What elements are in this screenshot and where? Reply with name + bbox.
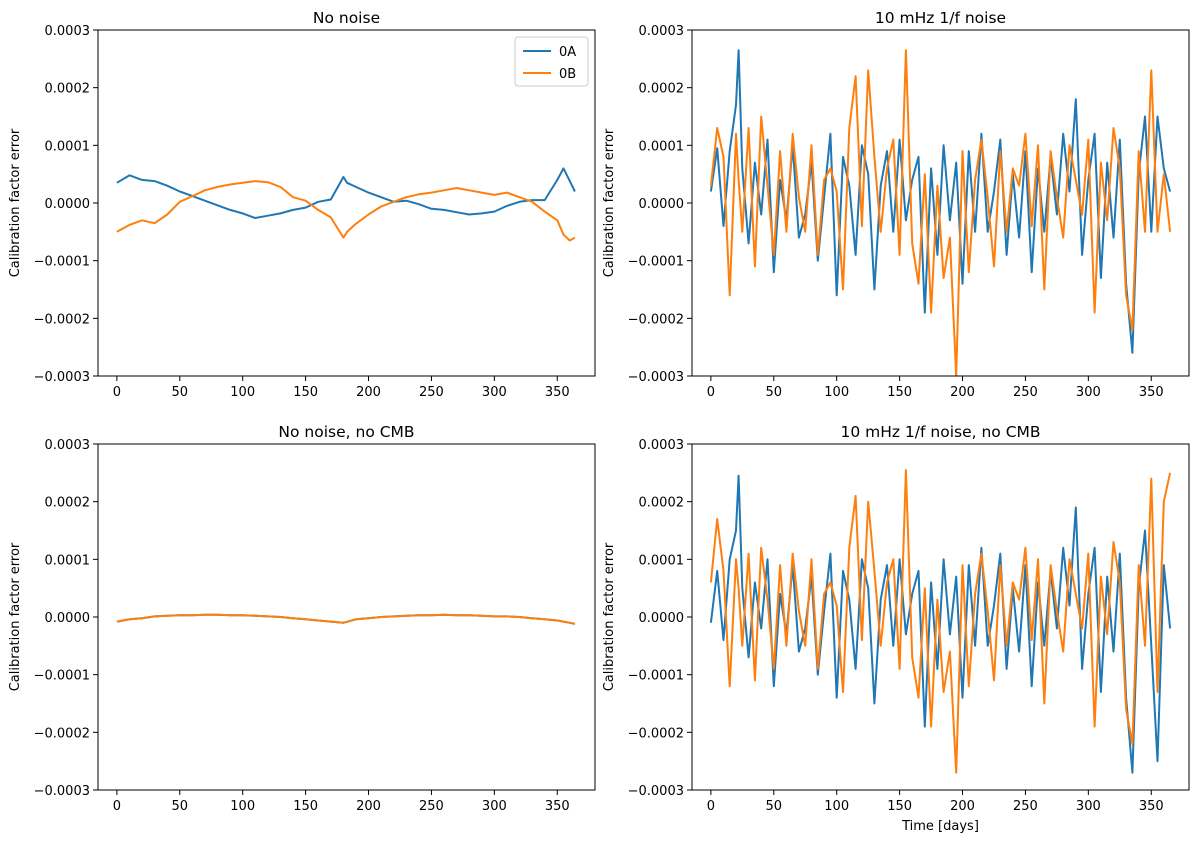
x-tick-label: 350 [1139, 385, 1164, 400]
x-tick-label: 100 [824, 385, 849, 400]
x-tick-label: 350 [545, 385, 570, 400]
y-tick-label: 0.0003 [639, 438, 685, 453]
y-tick-label: −0.0003 [34, 784, 90, 799]
series-line-0a [709, 474, 1172, 774]
x-tick-label: 250 [1013, 385, 1038, 400]
y-tick-label: −0.0003 [628, 784, 684, 799]
y-axis-label: Calibration factor error [8, 542, 23, 691]
y-tick-label: 0.0002 [45, 496, 91, 511]
chart-panel-2: 0 50 100 150 200 250 300 350 0.0003 0.0002 0.0001 0… [602, 9, 1190, 400]
x-tick-label: 100 [230, 799, 255, 814]
x-tick-label: 0 [113, 799, 121, 814]
x-tick-label: 150 [293, 385, 318, 400]
y-tick-label: 0.0000 [639, 611, 685, 626]
y-tick-label: −0.0002 [34, 312, 90, 327]
legend-label-0b: 0B [559, 67, 576, 82]
y-tick-label: 0.0001 [639, 553, 685, 568]
x-tick-label: 300 [482, 799, 507, 814]
y-axis-label: Calibration factor error [602, 542, 617, 691]
y-tick-label: 0.0001 [639, 139, 685, 154]
y-tick-label: 0.0002 [639, 82, 685, 97]
x-tick-label: 0 [113, 385, 121, 400]
y-tick-label: 0.0000 [45, 611, 91, 626]
y-tick-label: −0.0002 [628, 726, 684, 741]
series-line-0b [709, 49, 1172, 376]
series-line-0a [709, 49, 1172, 354]
x-tick-label: 200 [950, 799, 975, 814]
y-tick-label: 0.0001 [45, 553, 91, 568]
y-tick-label: 0.0000 [639, 197, 685, 212]
series-line-0b [116, 180, 576, 242]
x-tick-label: 350 [545, 799, 570, 814]
series-line-0b [709, 469, 1172, 774]
x-tick-label: 350 [1139, 799, 1164, 814]
chart-panel-1: 0 50 100 150 200 250 300 350 0.0003 0.0002 0.0001 0… [8, 9, 596, 400]
legend-box [514, 36, 589, 87]
x-tick-label: 150 [293, 799, 318, 814]
x-tick-label: 150 [887, 385, 912, 400]
chart-panel-3: 0 50 100 150 200 250 300 350 0.0003 0.0002 0.0001 0… [8, 423, 596, 814]
x-tick-label: 100 [824, 799, 849, 814]
y-axis-label: Calibration factor error [602, 128, 617, 277]
y-tick-label: −0.0001 [628, 669, 684, 684]
series-line-0b [116, 613, 576, 625]
x-tick-label: 300 [1076, 385, 1101, 400]
chart-title: No noise, no CMB [278, 423, 414, 441]
y-tick-label: 0.0002 [639, 496, 685, 511]
y-tick-label: −0.0002 [628, 312, 684, 327]
y-tick-label: −0.0001 [34, 669, 90, 684]
y-tick-label: −0.0003 [34, 370, 90, 385]
y-tick-label: 0.0003 [639, 24, 685, 39]
legend-label-0a: 0A [559, 45, 576, 60]
y-tick-label: −0.0003 [628, 370, 684, 385]
chart-title: 10 mHz 1/f noise, no CMB [840, 423, 1040, 441]
x-tick-label: 200 [950, 385, 975, 400]
y-axis-label: Calibration factor error [8, 128, 23, 277]
x-tick-label: 0 [707, 385, 715, 400]
y-tick-label: 0.0001 [45, 139, 91, 154]
chart-title: No noise [313, 9, 380, 27]
y-tick-label: 0.0003 [45, 438, 91, 453]
x-tick-label: 250 [1013, 799, 1038, 814]
x-tick-label: 50 [172, 385, 189, 400]
x-axis-label: Time [days] [901, 819, 979, 834]
x-tick-label: 250 [419, 799, 444, 814]
y-tick-label: −0.0002 [34, 726, 90, 741]
x-tick-label: 150 [887, 799, 912, 814]
y-tick-label: 0.0003 [45, 24, 91, 39]
x-tick-label: 0 [707, 799, 715, 814]
y-tick-label: 0.0000 [45, 197, 91, 212]
chart-title: 10 mHz 1/f noise [875, 9, 1006, 27]
y-tick-label: 0.0002 [45, 82, 91, 97]
x-tick-label: 50 [766, 799, 783, 814]
x-tick-label: 250 [419, 385, 444, 400]
chart-panel-4: 0 50 100 150 200 250 300 350 0.0003 0.0002 0.0001 0… [602, 423, 1190, 834]
x-tick-label: 100 [230, 385, 255, 400]
x-tick-label: 300 [482, 385, 507, 400]
x-tick-label: 200 [356, 799, 381, 814]
y-tick-label: −0.0001 [628, 255, 684, 270]
y-tick-label: −0.0001 [34, 255, 90, 270]
series-line-0a [116, 167, 576, 219]
x-tick-label: 300 [1076, 799, 1101, 814]
x-tick-label: 50 [172, 799, 189, 814]
x-tick-label: 50 [766, 385, 783, 400]
x-tick-label: 200 [356, 385, 381, 400]
